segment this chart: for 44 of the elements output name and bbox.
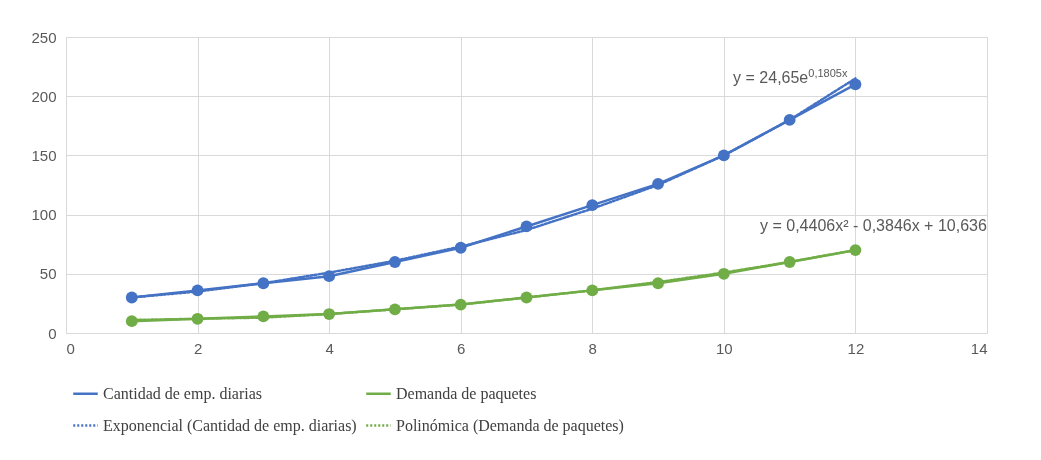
point <box>849 244 862 257</box>
y-tick-label: 50 <box>39 265 57 283</box>
point <box>125 315 138 328</box>
legend-label: Polinómica (Demanda de paquetes) <box>396 416 624 435</box>
x-tick-label: 2 <box>193 339 203 357</box>
point <box>125 291 138 304</box>
y-tick-label: 0 <box>48 324 57 342</box>
point <box>323 270 336 283</box>
x-tick-label: 8 <box>588 339 597 357</box>
point <box>389 256 401 268</box>
point <box>191 312 204 325</box>
point <box>717 267 730 280</box>
point <box>520 220 533 233</box>
point <box>783 256 796 268</box>
point <box>520 291 533 304</box>
point <box>257 277 270 290</box>
point <box>783 113 796 126</box>
y-tick-label: 150 <box>31 146 57 164</box>
point <box>257 310 270 323</box>
x-tick-label: 12 <box>847 339 865 357</box>
point <box>652 177 664 190</box>
point <box>389 303 401 316</box>
legend-label: Demanda de paquetes <box>396 384 537 403</box>
y-tick-label: 100 <box>31 206 57 224</box>
point <box>717 149 730 162</box>
point <box>191 284 204 297</box>
point <box>652 277 664 290</box>
point <box>849 78 862 91</box>
point <box>454 241 467 254</box>
point <box>586 284 599 297</box>
y-tick-label: 250 <box>31 28 57 46</box>
point <box>586 199 599 212</box>
annotation: y = 0,4406x² - 0,3846x + 10,636 <box>760 217 987 235</box>
y-tick-label: 200 <box>31 87 57 105</box>
x-tick-label: 10 <box>716 339 733 357</box>
x-tick-label: 4 <box>325 339 334 357</box>
legend-label: Cantidad de emp. diarias <box>103 384 263 403</box>
point <box>454 298 467 311</box>
x-tick-label: 6 <box>457 339 466 357</box>
x-tick-label: 0 <box>66 339 75 357</box>
legend-label: Exponencial (Cantidad de emp. diarias) <box>103 416 357 435</box>
point <box>323 308 336 320</box>
x-tick-label: 14 <box>970 339 988 357</box>
annotation: y = 24,65e$^{0,1805x}$ <box>733 67 848 87</box>
